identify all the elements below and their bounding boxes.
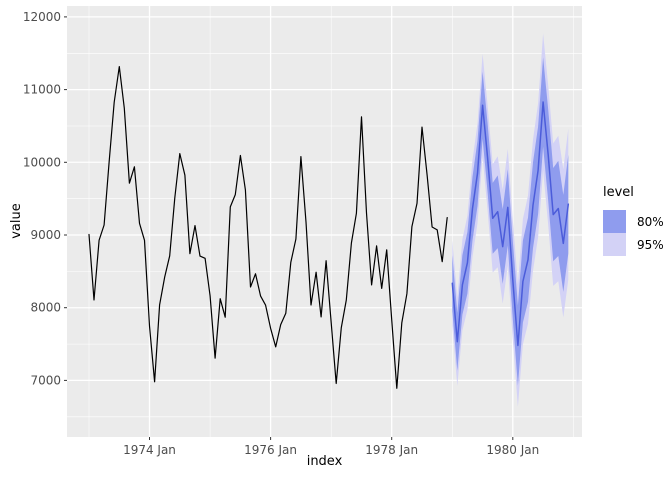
y-tick-label: 8000 [30,301,61,315]
legend-label-80: 80% [637,214,664,229]
x-tick-label: 1978 Jan [365,443,418,457]
forecast-mean-line [451,101,570,347]
y-axis-title: value [9,203,24,239]
x-tick-label: 1980 Jan [486,443,539,457]
y-tick-label: 10000 [23,155,61,169]
x-axis-title: index [306,454,343,469]
legend-title: level [603,185,634,200]
x-tick-label: 1976 Jan [244,443,297,457]
x-tick-label: 1974 Jan [123,443,176,457]
forecast-ribbon-80 [452,57,569,386]
legend-swatch-95-icon [603,233,626,256]
legend-key-95: 95% [603,233,664,256]
y-tick-label: 12000 [23,10,61,24]
observed-line [88,65,448,389]
legend-swatch-80-icon [603,210,626,233]
y-tick-label: 11000 [23,83,61,97]
legend: level 80% 95% [603,185,664,256]
y-tick-label: 7000 [30,373,61,387]
legend-key-80: 80% [603,210,664,233]
y-tick-label: 9000 [30,228,61,242]
legend-label-95: 95% [637,237,664,252]
